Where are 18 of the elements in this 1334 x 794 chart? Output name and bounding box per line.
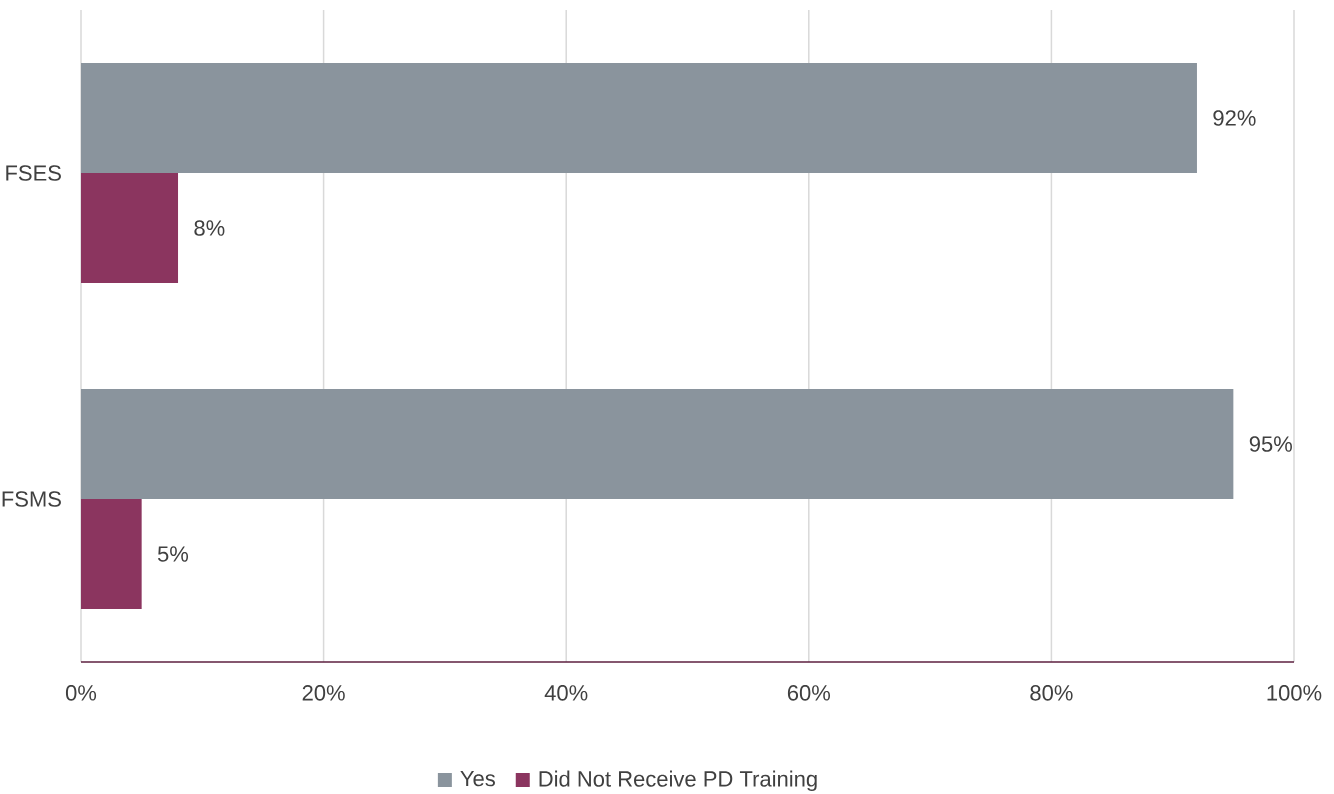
data-label: 92%: [1213, 110, 1256, 126]
x-tick-label: 80%: [1030, 685, 1073, 701]
bar: [81, 389, 1234, 500]
x-tick-label: 100%: [1267, 685, 1322, 701]
y-tick-label: FSES: [6, 165, 61, 181]
x-tick-label: 40%: [544, 685, 588, 701]
x-tick-label: 20%: [302, 685, 345, 701]
legend-label: Yes: [460, 770, 495, 787]
x-tick-label: 0%: [65, 685, 97, 701]
data-label: 95%: [1249, 436, 1292, 452]
bar: [81, 499, 142, 609]
y-tick-label: FSMS: [2, 491, 61, 507]
x-tick-label: 60%: [787, 685, 831, 701]
data-label: 5%: [157, 546, 189, 562]
legend-label: Did Not Receive PD Training: [539, 770, 817, 792]
bar: [81, 63, 1197, 174]
data-label: 8%: [194, 220, 225, 236]
bar: [81, 173, 179, 283]
